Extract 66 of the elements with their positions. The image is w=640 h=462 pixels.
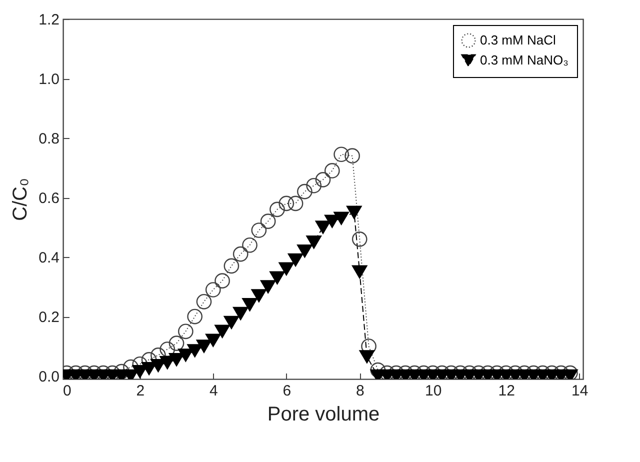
point [288, 196, 304, 212]
point [344, 148, 360, 164]
point [315, 220, 331, 234]
point [251, 289, 267, 302]
point [150, 359, 166, 372]
point [334, 146, 349, 162]
point [260, 280, 276, 294]
point [334, 212, 349, 225]
point [270, 202, 285, 218]
y-tick-label: 0.8 [38, 130, 60, 148]
point [251, 222, 267, 238]
point [278, 262, 294, 276]
point [361, 338, 376, 354]
point [359, 350, 375, 364]
point [288, 253, 304, 267]
point [370, 362, 386, 378]
x-tick-label: 2 [136, 382, 145, 400]
point [260, 214, 276, 229]
point [352, 265, 368, 279]
point [270, 271, 285, 284]
point [324, 163, 340, 178]
y-tick-label: 0.0 [38, 368, 60, 386]
point [306, 236, 322, 249]
x-tick-label: 14 [571, 382, 588, 400]
y-tick-label: 0.2 [38, 309, 60, 326]
point [196, 294, 212, 310]
x-tick-label: 10 [425, 382, 442, 400]
x-tick-label: 12 [498, 382, 515, 400]
point [205, 334, 221, 347]
point [160, 342, 176, 357]
point [306, 178, 322, 194]
point [214, 273, 230, 288]
point [297, 184, 312, 200]
x-tick-label: 6 [282, 382, 292, 400]
x-axis-title: Pore volume [267, 404, 380, 426]
point [346, 206, 362, 219]
point [297, 244, 312, 258]
point [232, 246, 248, 262]
point [562, 365, 578, 379]
point [352, 232, 368, 247]
point [214, 324, 230, 338]
point [168, 353, 184, 366]
x-tick-label: 4 [209, 382, 218, 400]
x-tick-label: 8 [356, 382, 364, 400]
x-tick-label: 0 [62, 382, 72, 400]
point [178, 324, 194, 340]
point [224, 316, 240, 330]
point [224, 258, 240, 274]
y-tick-label: 1.0 [38, 71, 60, 88]
point [168, 336, 184, 351]
y-tick-label: 0.6 [38, 190, 60, 208]
point [242, 298, 258, 312]
point [187, 308, 202, 324]
point [178, 348, 194, 362]
point [187, 344, 202, 358]
y-axis-title: C/C₀ [10, 178, 32, 221]
legend-label: 0.3 mM NaNO₃ [480, 52, 568, 68]
y-tick-label: 1.2 [38, 12, 60, 28]
point [278, 196, 294, 212]
point [196, 340, 212, 353]
y-tick-label: 0.4 [38, 250, 60, 267]
point [242, 237, 258, 253]
point [232, 306, 248, 320]
legend-label: 0.3 mM NaCl [480, 32, 556, 48]
point [205, 282, 221, 298]
point [315, 172, 331, 188]
